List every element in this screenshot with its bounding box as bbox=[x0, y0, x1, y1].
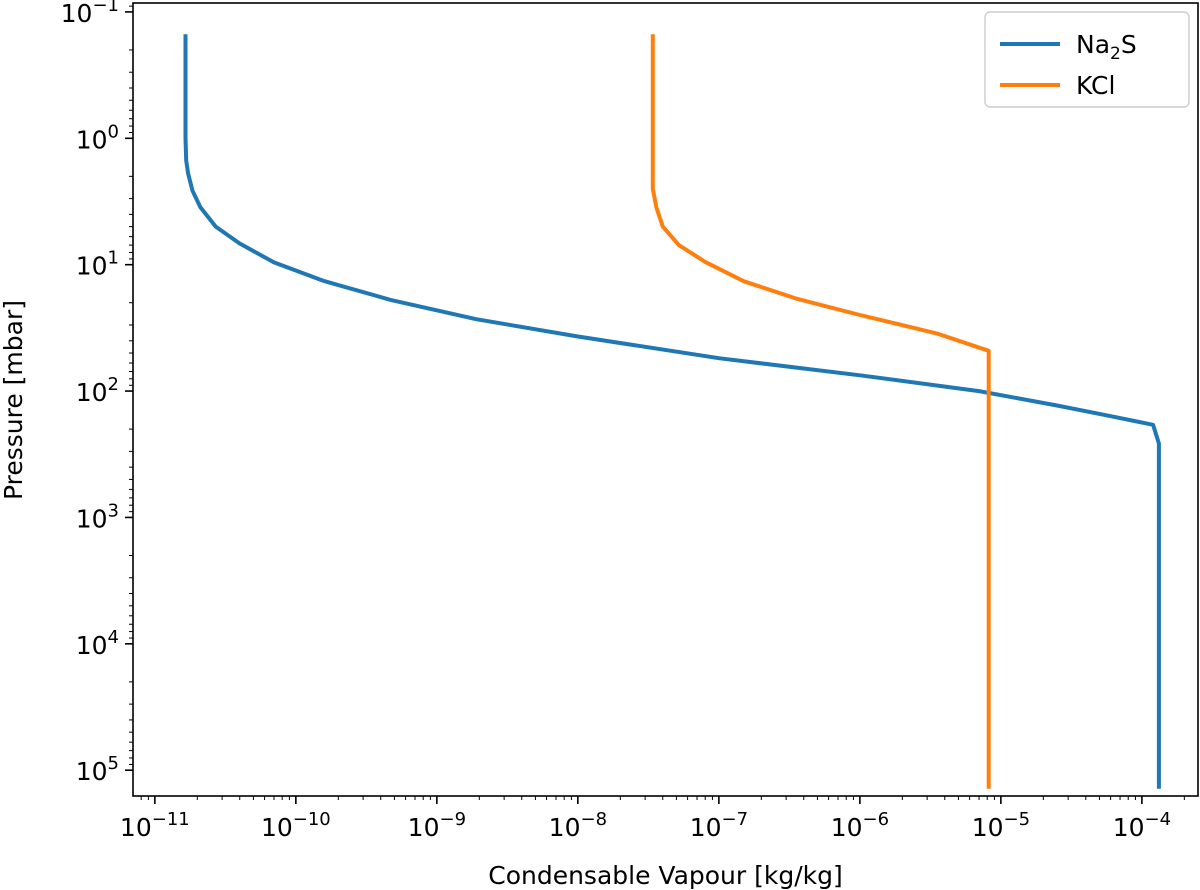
x-tick-label-5: 10−6 bbox=[831, 809, 889, 842]
y-ticks: 10−1 100 101 102 103 104 105 bbox=[61, 0, 133, 786]
y-tick-label-5: 104 bbox=[76, 627, 119, 660]
x-tick-label-6: 10−5 bbox=[972, 809, 1030, 842]
x-tick-label-3: 10−8 bbox=[549, 809, 607, 842]
legend-label-kcl: KCl bbox=[1076, 71, 1115, 100]
y-tick-label-4: 103 bbox=[76, 500, 119, 533]
series-line-kcl bbox=[650, 34, 991, 789]
x-tick-label-4: 10−7 bbox=[690, 809, 748, 842]
x-tick-label-0: 10−11 bbox=[120, 809, 190, 842]
y-axis-label: Pressure [mbar] bbox=[0, 300, 28, 500]
series-line-na2s bbox=[183, 34, 1161, 789]
plot-frame bbox=[132, 2, 1199, 797]
series-layer bbox=[183, 34, 1161, 789]
legend-label-kcl-main: KCl bbox=[1076, 71, 1115, 100]
y-tick-label-0: 10−1 bbox=[61, 0, 119, 28]
legend-label-na2s-sub: 2 bbox=[1110, 44, 1121, 64]
x-ticks: 10−11 10−10 10−9 10−8 10−7 10−6 10−5 10−4 bbox=[120, 796, 1185, 842]
y-tick-label-3: 102 bbox=[76, 374, 119, 407]
y-tick-label-1: 100 bbox=[76, 121, 119, 154]
x-axis-label: Condensable Vapour [kg/kg] bbox=[488, 861, 843, 890]
legend: Na2S KCl bbox=[984, 11, 1190, 108]
y-tick-label-6: 105 bbox=[76, 753, 119, 786]
x-tick-label-7: 10−4 bbox=[1113, 809, 1171, 842]
x-tick-label-1: 10−10 bbox=[261, 809, 331, 842]
y-tick-label-2: 101 bbox=[76, 248, 119, 281]
legend-label-na2s-main: Na bbox=[1076, 30, 1110, 59]
legend-label-na2s-tail: S bbox=[1121, 30, 1137, 59]
x-tick-label-2: 10−9 bbox=[408, 809, 466, 842]
legend-label-na2s: Na2S bbox=[1076, 30, 1137, 64]
